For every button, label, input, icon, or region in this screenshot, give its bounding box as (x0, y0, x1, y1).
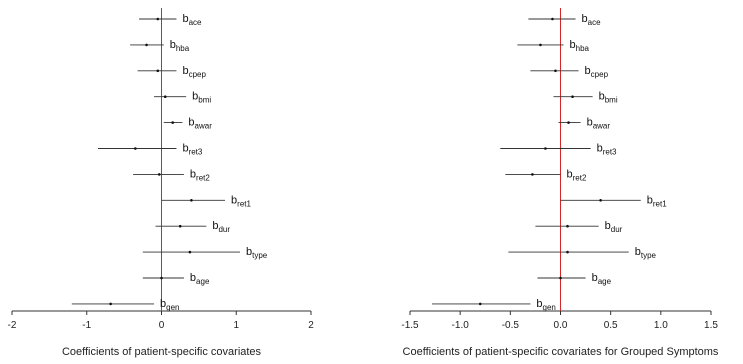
coefficient-label: bret3 (597, 143, 617, 157)
point-estimate-marker (559, 276, 562, 280)
coefficient-row-hba: bhba (517, 39, 590, 53)
point-estimate-marker (163, 95, 167, 98)
coefficient-label: btype (635, 246, 657, 260)
point-estimate-marker (188, 250, 192, 254)
left-forest-plot-panel: -2 -1 0 1 2 Coefficients of patient-specific … (8, 8, 314, 358)
point-estimate-marker (554, 69, 557, 73)
coefficient-row-ace: bace (139, 13, 202, 27)
coefficient-label: bawar (587, 117, 611, 131)
coefficient-label: btype (246, 246, 268, 260)
point-estimate-marker (571, 95, 574, 98)
coefficient-row-ret1: bret1 (161, 194, 251, 208)
x-tick-label: 1 (233, 320, 239, 331)
point-estimate-marker (178, 224, 182, 228)
point-estimate-marker (171, 121, 175, 124)
point-estimate-marker (160, 276, 163, 280)
point-estimate-marker (157, 173, 161, 176)
point-estimate-marker (544, 147, 547, 150)
coefficient-label: bhba (570, 39, 590, 53)
x-tick-label: -1 (82, 320, 91, 331)
coefficient-label: bgen (160, 298, 179, 312)
x-tick-label: 0.0 (554, 320, 568, 331)
coefficient-label: bret1 (647, 194, 667, 208)
coefficient-row-dur: bdur (155, 220, 230, 234)
x-tick-label: -0.5 (502, 320, 520, 331)
coefficient-row-type: btype (508, 246, 657, 260)
coefficient-row-cpep: bcpep (530, 65, 609, 79)
point-estimate-marker (156, 69, 160, 73)
coefficient-label: bgen (536, 298, 555, 312)
coefficient-label: bcpep (182, 65, 206, 79)
coefficient-row-ret2: bret2 (133, 168, 210, 182)
point-estimate-marker (599, 199, 602, 202)
coefficient-row-dur: bdur (535, 220, 623, 234)
coefficient-row-bmi: bbmi (553, 91, 618, 105)
coefficient-label: bace (182, 13, 202, 27)
point-estimate-marker (156, 17, 160, 21)
point-estimate-marker (478, 302, 482, 306)
coefficient-row-bmi: bbmi (154, 91, 211, 105)
coefficient-label: bbmi (599, 91, 618, 105)
coefficient-label: bret2 (567, 168, 587, 182)
x-tick-label: 0 (159, 320, 165, 331)
coefficient-label: bage (190, 272, 210, 286)
coefficient-row-gen: bgen (71, 298, 180, 312)
point-estimate-marker (567, 121, 570, 124)
coefficient-row-ret2: bret2 (505, 168, 587, 182)
coefficient-label: bbmi (192, 91, 211, 105)
right-forest-plot-panel: -1.5 -1.0 -0.5 0.0 0.5 1.0 1.5 Coefficients of … (401, 8, 719, 358)
coefficient-row-ret3: bret3 (500, 143, 617, 157)
coefficient-row-cpep: bcpep (137, 65, 206, 79)
x-tick-label: 1.5 (704, 320, 718, 331)
x-axis-title: Coefficients of patient-specific covaria… (403, 346, 719, 358)
coefficient-row-age: bage (537, 272, 612, 286)
coefficient-label: bdur (212, 220, 230, 234)
coefficient-label: bret2 (190, 168, 210, 182)
coefficient-row-ret3: bret3 (97, 143, 203, 157)
coefficient-label: bhba (170, 39, 190, 53)
x-tick-label: -2 (8, 320, 17, 331)
coefficient-row-awar: bawar (558, 117, 610, 131)
coefficient-label: bace (582, 13, 602, 27)
point-estimate-marker (566, 250, 569, 254)
coefficient-label: bret1 (231, 194, 251, 208)
coefficient-label: bret3 (182, 143, 202, 157)
point-estimate-marker (531, 173, 534, 176)
point-estimate-marker (539, 43, 542, 47)
x-tick-label: 2 (308, 320, 314, 331)
coefficient-row-hba: bhba (130, 39, 190, 53)
coefficient-row-ret1: bret1 (560, 194, 667, 208)
coefficient-label: bdur (605, 220, 623, 234)
coefficient-row-gen: bgen (432, 298, 556, 312)
coefficient-label: bawar (188, 117, 212, 131)
coefficient-label: bcpep (585, 65, 609, 79)
x-tick-label: 1.0 (654, 320, 668, 331)
coefficient-label: bage (592, 272, 612, 286)
coefficient-row-ace: bace (528, 13, 601, 27)
coefficient-row-age: bage (142, 272, 210, 286)
point-estimate-marker (134, 147, 137, 150)
point-estimate-marker (190, 199, 193, 202)
coefficient-row-type: btype (142, 246, 268, 260)
point-estimate-marker (566, 224, 569, 228)
point-estimate-marker (109, 302, 112, 306)
coefficient-row-awar: bawar (163, 117, 212, 131)
x-tick-label: -1.0 (452, 320, 470, 331)
point-estimate-marker (145, 43, 148, 47)
x-tick-label: 0.5 (604, 320, 618, 331)
point-estimate-marker (551, 17, 554, 21)
x-axis-title: Coefficients of patient-specific covaria… (62, 346, 262, 358)
x-tick-label: -1.5 (401, 320, 419, 331)
